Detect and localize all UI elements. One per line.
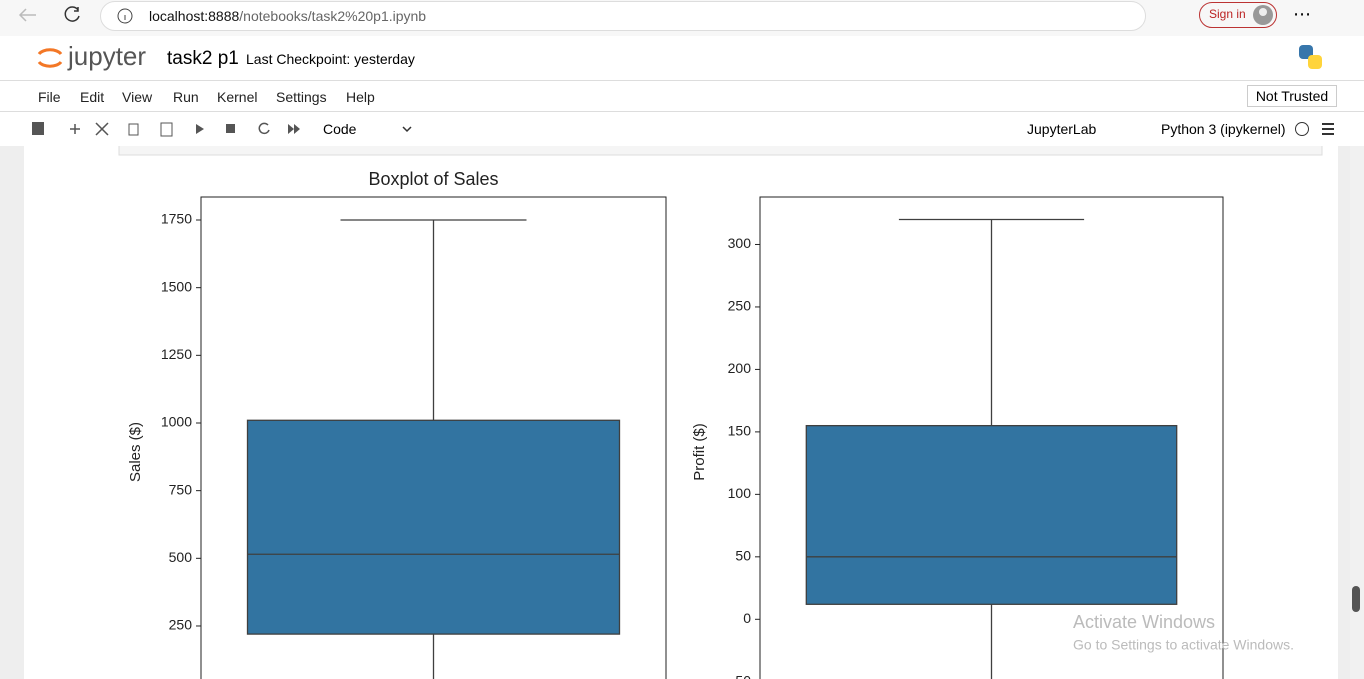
trust-indicator[interactable]: Not Trusted <box>1247 85 1337 107</box>
y-tick-label: 300 <box>728 235 752 251</box>
y-axis-label: Profit ($) <box>691 423 708 481</box>
jupyter-header: jupyter task2 p1 Last Checkpoint: yester… <box>0 36 1364 81</box>
url: localhost:8888/notebooks/task2%20p1.ipyn… <box>149 8 426 24</box>
dropdown-arrow <box>402 126 412 133</box>
y-tick-label: 1750 <box>161 211 192 227</box>
scroll-thumb[interactable] <box>1352 586 1360 612</box>
y-tick-label: 250 <box>169 617 193 633</box>
cell-type-select[interactable]: Code <box>323 121 357 137</box>
nav-icons <box>18 6 80 22</box>
toolbar: Code JupyterLab Python 3 (ipykernel) <box>0 112 1364 147</box>
watermark-subtitle: Go to Settings to activate Windows. <box>1073 637 1294 653</box>
y-tick-label: 150 <box>728 423 752 439</box>
y-tick-label: 200 <box>728 360 752 376</box>
address-bar[interactable]: localhost:8888/notebooks/task2%20p1.ipyn… <box>100 1 1146 31</box>
jupyter-icon <box>37 48 63 68</box>
sign-in-label: Sign in <box>1209 7 1246 21</box>
kernel-name[interactable]: Python 3 (ipykernel) <box>1161 121 1286 137</box>
jupyter-logo: jupyter <box>68 41 147 71</box>
menu-item[interactable]: Kernel <box>217 89 258 105</box>
watermark-title: Activate Windows <box>1073 612 1215 632</box>
y-axis-label: Sales ($) <box>127 422 144 482</box>
y-tick-label: 1500 <box>161 278 192 294</box>
sign-in-button[interactable]: Sign in <box>1199 2 1277 28</box>
notebook-name[interactable]: task2 p1 <box>167 48 239 69</box>
y-tick-label: 0 <box>743 610 751 626</box>
toolbar-icons <box>32 122 300 137</box>
url-path: /notebooks/task2%20p1.ipynb <box>239 8 427 24</box>
y-tick-label: 100 <box>728 485 752 501</box>
menu-bar: File Edit View Run Kernel Settings Help <box>0 81 1364 112</box>
y-tick-label: 750 <box>169 481 193 497</box>
y-tick-label: 250 <box>728 298 752 314</box>
scrollbar[interactable] <box>1350 146 1364 679</box>
menu-item[interactable]: Run <box>173 89 199 105</box>
kernel-status <box>1295 122 1334 136</box>
url-host: localhost:8888 <box>149 8 240 24</box>
y-tick-label: 50 <box>735 548 751 564</box>
plot-frame <box>200 196 667 679</box>
box <box>246 419 621 635</box>
previous-cell <box>118 146 1323 156</box>
jupyterlab-link[interactable]: JupyterLab <box>1027 121 1097 137</box>
menu-item[interactable]: File <box>38 89 61 105</box>
browser-bar: localhost:8888/notebooks/task2%20p1.ipyn… <box>0 0 1364 36</box>
y-tick-label: 1000 <box>161 414 192 430</box>
menu-item[interactable]: View <box>122 89 153 105</box>
menu-item[interactable]: Edit <box>80 89 105 105</box>
avatar <box>1253 5 1273 25</box>
more-menu[interactable]: ⋯ <box>1293 4 1311 24</box>
y-tick-label: -50 <box>731 672 751 679</box>
plot-frame <box>759 196 1224 679</box>
chart-title: Boxplot of Sales <box>368 169 498 189</box>
box <box>805 424 1178 605</box>
checkpoint: Last Checkpoint: yesterday <box>246 51 415 67</box>
info-icon <box>117 8 133 24</box>
y-tick-label: 500 <box>169 549 193 565</box>
y-tick-label: 1250 <box>161 346 192 362</box>
python-logo <box>1299 45 1322 69</box>
menu-item[interactable]: Help <box>346 89 375 105</box>
menu-item[interactable]: Settings <box>276 89 327 105</box>
